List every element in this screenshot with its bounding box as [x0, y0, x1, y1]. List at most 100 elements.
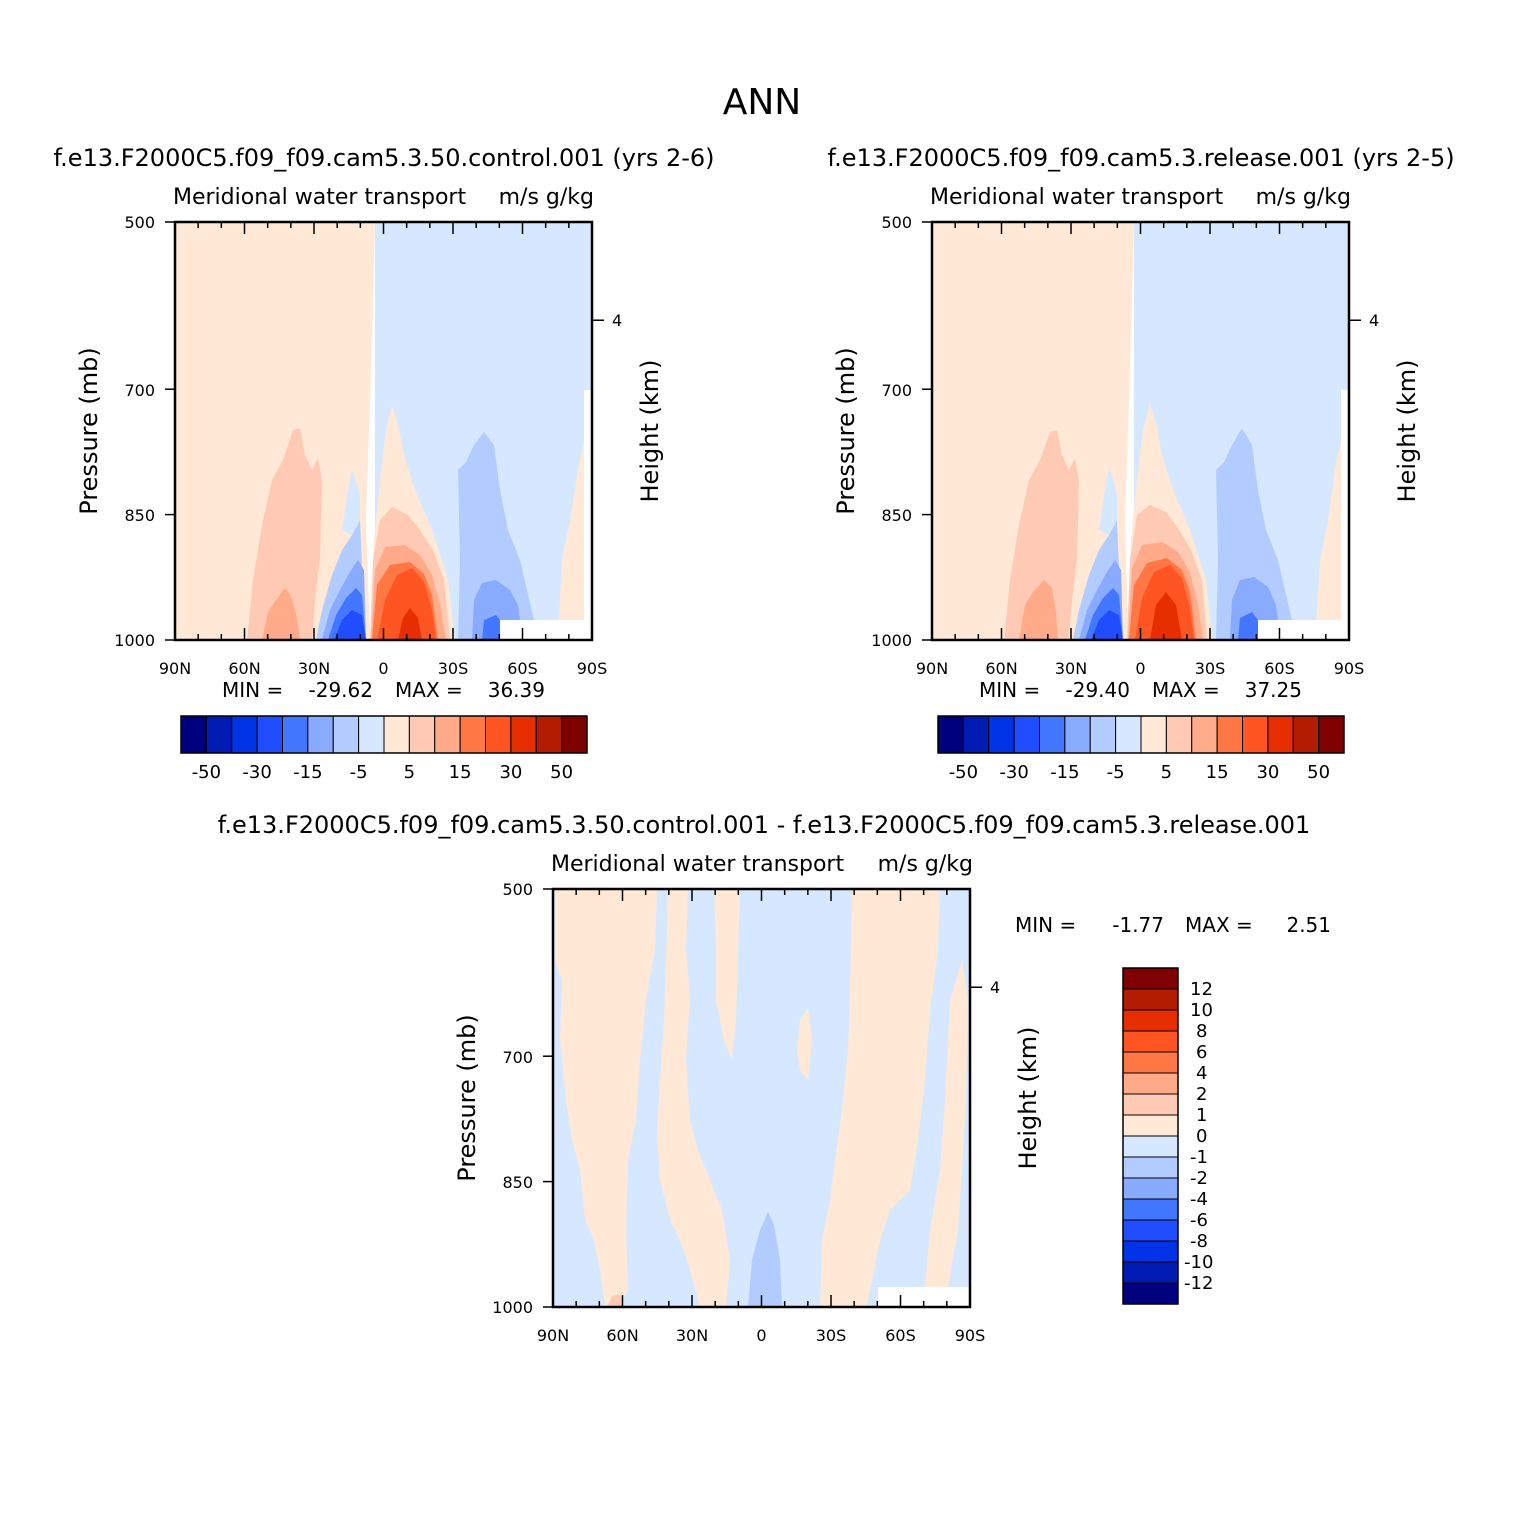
panel-2-cb-tick-label: 30: [1256, 762, 1279, 783]
panel-2-x-tick-label: 0: [1135, 659, 1145, 678]
panel-2-x-tick-label: 60S: [1264, 659, 1295, 678]
panel-3-cb-tick-label: 1: [1196, 1105, 1207, 1126]
panel-1-max-value: 36.39: [488, 678, 545, 702]
panel-2-left-label: Meridional water transport: [930, 185, 1223, 210]
colorbar-swatch: [1039, 715, 1066, 754]
panel-3-x-tick-label: 0: [756, 1326, 766, 1345]
panel-3-cb-tick-label: -6: [1190, 1210, 1208, 1231]
panel-2-cb-tick-label: 5: [1161, 762, 1172, 783]
panel-3-cb-tick-label: -4: [1190, 1189, 1208, 1210]
panel-3-max-value: 2.51: [1286, 913, 1331, 937]
panel-3-x-tick-label: 30S: [816, 1326, 847, 1345]
panel-2-stats: MIN = -29.40 MAX = 37.25: [979, 678, 1302, 702]
panel-1-cb-tick-label: 15: [449, 762, 472, 783]
panel-3-contour-pos-d: [797, 1008, 812, 1080]
panel-1-contour-nh-15: [262, 588, 300, 640]
panel-3-cb-tick-label: -10: [1184, 1252, 1213, 1273]
panel-1-x-tick-label: 30N: [298, 659, 330, 678]
panel-3-cb-tick-label: 6: [1196, 1042, 1207, 1063]
panel-1-max-label: MAX =: [395, 678, 463, 702]
panel-3-colorbar-labels: 12 10 8 6 4 2 1 0 -1 -2 -4 -6 -8 -10 -12: [1184, 979, 1213, 1294]
panel-3-cb-tick-label: 8: [1196, 1021, 1207, 1042]
panel-1-x-tick-label: 30S: [438, 659, 469, 678]
panel-2-contour-nh-5: [1004, 430, 1079, 640]
panel-2-min-value: -29.40: [1066, 678, 1130, 702]
colorbar-swatch: [1122, 1282, 1179, 1305]
panel-3-y-tick-label: 1000: [492, 1298, 533, 1317]
colorbar-swatch: [510, 715, 537, 754]
panel-2-missing-edge: [1341, 390, 1349, 620]
panel-1-x-tick-label: 60S: [507, 659, 538, 678]
colorbar-swatch: [1122, 1135, 1179, 1158]
panel-1-contour-west-pos: [175, 222, 375, 640]
panel-3-y-tick-label: 700: [502, 1048, 533, 1067]
colorbar-swatch: [561, 715, 588, 754]
colorbar-swatch: [1122, 1156, 1179, 1179]
panel-1-case-title: f.e13.F2000C5.f09_f09.cam5.3.50.control.…: [53, 144, 714, 172]
colorbar-swatch: [1122, 967, 1179, 990]
colorbar-swatch: [1267, 715, 1294, 754]
panel-1-cb-tick-label: -50: [192, 762, 221, 783]
colorbar-swatch: [231, 715, 258, 754]
colorbar-swatch: [180, 715, 207, 754]
colorbar-frame: [1122, 967, 1179, 1305]
panel-1-y-tick-label: 500: [124, 213, 155, 232]
panel-3-cb-tick-label: 10: [1190, 1000, 1213, 1021]
panel-2-contour-sh-pos90: [1150, 592, 1182, 640]
panel-1: f.e13.F2000C5.f09_f09.cam5.3.50.control.…: [53, 144, 714, 783]
panel-2-contour-nh-neg5b: [1099, 468, 1117, 535]
panel-2-y-tick-label: 500: [881, 213, 912, 232]
panel-2-y2label: Height (km): [1393, 360, 1421, 503]
colorbar-swatch: [434, 715, 461, 754]
colorbar-swatch: [1122, 1093, 1179, 1116]
panel-3-min-label: MIN =: [1015, 913, 1076, 937]
colorbar-swatch: [1122, 1009, 1179, 1032]
panel-2-cb-tick-label: -15: [1050, 762, 1079, 783]
panel-3-x-tick-label: 90S: [955, 1326, 986, 1345]
panel-3-cb-tick-label: -12: [1184, 1273, 1213, 1294]
panel-1-x-tick-label: 90N: [159, 659, 191, 678]
panel-1-x-tick-label: 60N: [228, 659, 260, 678]
colorbar-swatch: [535, 715, 563, 754]
panel-3-y2label: Height (km): [1014, 1027, 1042, 1170]
panel-1-contour-nh-neg5b: [342, 470, 360, 535]
colorbar-swatch: [459, 715, 486, 754]
panel-3-y2-tick-label: 4: [990, 978, 1000, 997]
panel-1-contour-nh-5: [247, 428, 322, 640]
panel-2-x-tick-label: 90S: [1334, 659, 1365, 678]
panel-2-x-tick-label: 60N: [985, 659, 1017, 678]
panel-3-y-tick-label: 850: [502, 1173, 533, 1192]
panel-2: f.e13.F2000C5.f09_f09.cam5.3.release.001…: [827, 144, 1454, 783]
panel-2-y2-tick-label: 4: [1369, 311, 1379, 330]
colorbar-swatch: [1122, 1261, 1179, 1284]
panel-2-cb-tick-label: -5: [1107, 762, 1125, 783]
panel-1-x-ticks: 90N 60N 30N 0 30S 60S 90S: [159, 659, 607, 678]
panel-2-right-label: m/s g/kg: [1256, 185, 1351, 210]
panel-2-ylabel: Pressure (mb): [832, 347, 860, 514]
colorbar-swatch: [1122, 1051, 1179, 1074]
colorbar-swatch: [1122, 1030, 1179, 1053]
colorbar-swatch: [1122, 1072, 1179, 1095]
panel-3-contour-pos-g: [608, 1294, 624, 1307]
panel-3-colorbar: [1122, 967, 1179, 1305]
colorbar-swatch: [1122, 1114, 1179, 1137]
panel-1-y-ticks: 500 700 850 1000 4: [114, 213, 622, 650]
panel-3-contour-pos-e: [820, 889, 940, 1307]
panel-3-cb-tick-label: 2: [1196, 1084, 1207, 1105]
panel-2-contour-nh-15: [1019, 580, 1058, 640]
panel-3-x-tick-label: 60N: [606, 1326, 638, 1345]
panel-3-y-ticks: 500 700 850 1000 4: [492, 880, 1000, 1317]
panel-1-contour-sh-pos90: [398, 608, 422, 640]
colorbar-swatch: [1122, 1240, 1179, 1263]
colorbar-swatch: [1122, 988, 1179, 1011]
panel-1-ylabel: Pressure (mb): [75, 347, 103, 514]
panel-3-max-label: MAX =: [1185, 913, 1253, 937]
panel-1-contour-sh-neg5: [458, 432, 534, 640]
panel-1-left-label: Meridional water transport: [173, 185, 466, 210]
panel-2-x-ticks: 90N 60N 30N 0 30S 60S 90S: [916, 659, 1364, 678]
panel-3-cb-tick-label: 4: [1196, 1063, 1207, 1084]
panel-1-x-tick-label: 0: [378, 659, 388, 678]
panel-2-x-tick-label: 90N: [916, 659, 948, 678]
panel-1-y2-tick-label: 4: [612, 311, 622, 330]
